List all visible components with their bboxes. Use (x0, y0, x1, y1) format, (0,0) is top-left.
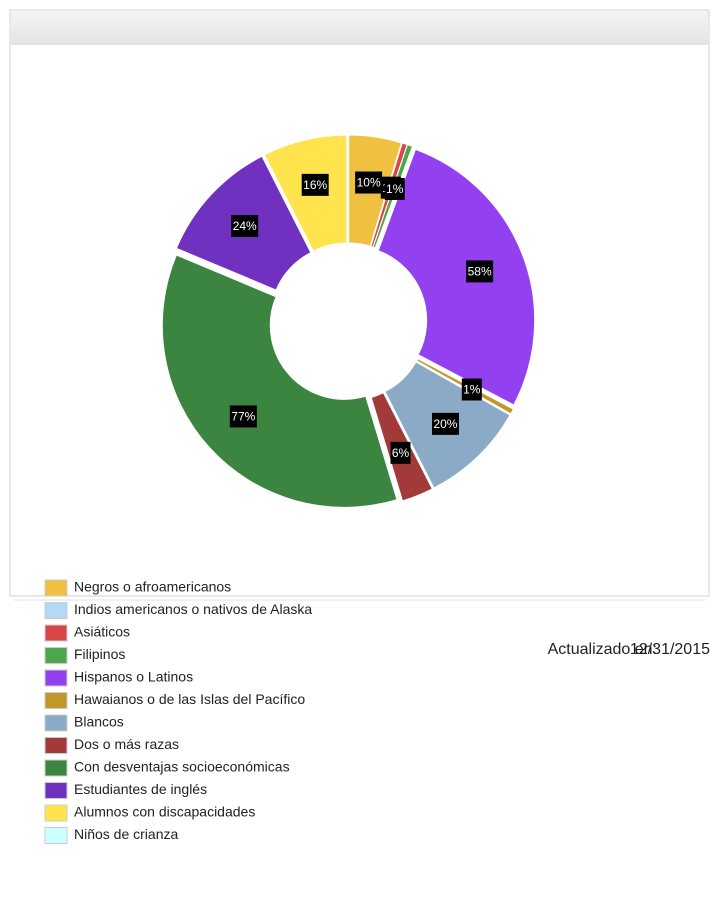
data-label: 58% (468, 265, 492, 279)
data-label-bg (231, 215, 259, 238)
data-label: 16% (303, 178, 327, 192)
data-label: 1% (463, 383, 481, 397)
legend-swatch (44, 737, 68, 754)
chart-header (11, 11, 708, 45)
legend-swatch (44, 624, 68, 642)
legend-swatch (44, 647, 68, 664)
data-label: 77% (231, 410, 255, 424)
legend-swatch (44, 782, 68, 799)
legend-label: Blancos (74, 714, 124, 730)
updated-label: Actualizado en: (548, 641, 657, 658)
legend-swatch (44, 827, 68, 844)
legend-label: Dos o más razas (74, 736, 179, 752)
legend-label: Hawaianos o de las Islas del Pacífico (74, 691, 305, 707)
donut-slice (377, 148, 536, 406)
data-label: 6% (392, 446, 410, 460)
legend-label: Filipinos (74, 646, 125, 662)
chart-frame (9, 9, 710, 597)
data-label-bg (229, 405, 257, 428)
legend-label: Con desventajas socioeconómicas (74, 759, 290, 775)
legend-swatch (44, 804, 68, 822)
data-label-bg (466, 260, 494, 283)
data-label-bg (355, 171, 383, 194)
legend-swatch (44, 579, 68, 597)
legend-label: Indios americanos o nativos de Alaska (74, 601, 312, 617)
donut-slice (161, 254, 398, 508)
legend-label: Negros o afroamericanos (74, 579, 231, 595)
data-label: 24% (233, 219, 257, 233)
data-label: 1% (386, 182, 404, 196)
legend-swatch (44, 692, 68, 709)
data-label-bg (301, 173, 329, 196)
data-label: 20% (433, 417, 457, 431)
legend-label: Alumnos con discapacidades (74, 804, 255, 820)
legend-swatch (44, 714, 68, 732)
legend-label: Niños de crianza (74, 826, 178, 842)
data-label-bg (461, 378, 482, 401)
data-label: 10% (357, 176, 381, 190)
legend-label: Hispanos o Latinos (74, 669, 193, 685)
data-label-bg (390, 441, 411, 464)
updated-date: 12/31/2015 (630, 641, 710, 658)
legend-swatch (44, 669, 68, 687)
legend-label: Estudiantes de inglés (74, 781, 207, 797)
data-label-bg (431, 412, 459, 435)
legend-label: Asiáticos (74, 624, 130, 640)
legend-swatch (44, 602, 68, 619)
data-label-bg (384, 177, 405, 200)
legend-swatch (44, 759, 68, 777)
